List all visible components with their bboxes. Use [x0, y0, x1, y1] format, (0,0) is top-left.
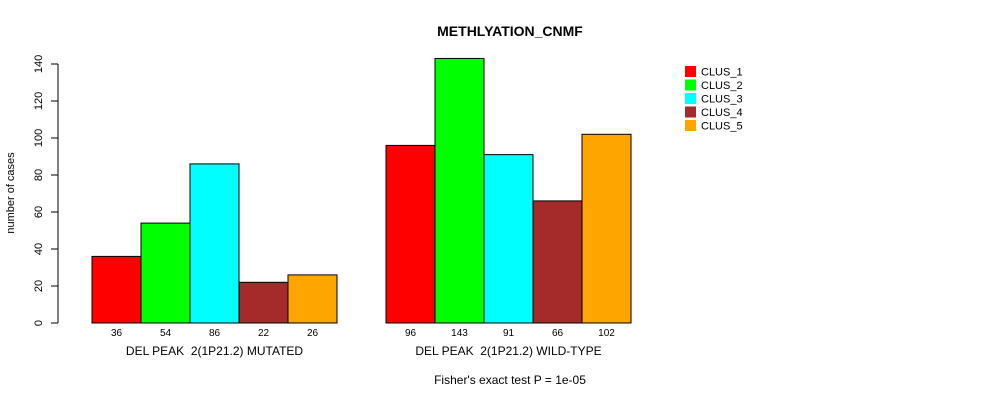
bar-clus-2-group-2: [434, 57, 485, 324]
chart-title: METHLYATION_CNMF: [437, 23, 583, 39]
group-label: DEL PEAK 2(1P21.2) WILD-TYPE: [415, 344, 601, 358]
bar-clus-4-group-1: [238, 281, 289, 324]
y-tick-label: 60: [33, 206, 45, 218]
legend-swatch: [685, 79, 696, 91]
footnote: Fisher's exact test P = 1e-05: [434, 373, 586, 387]
bar-value-label: 91: [503, 328, 515, 339]
y-axis-label: number of cases: [5, 152, 17, 234]
bar-value-labels: 36 54 86 22 26 96 143 91 66 102: [111, 328, 615, 339]
bars: [91, 57, 632, 324]
bar-clus-3-group-1: [189, 163, 240, 324]
legend-swatch: [685, 106, 696, 118]
legend-swatch: [685, 93, 696, 104]
bar-value-label: 96: [405, 328, 417, 339]
bar-clus-3-group-2: [483, 154, 534, 324]
y-tick-label: 20: [33, 280, 45, 292]
legend-swatch: [685, 120, 696, 131]
bar-clus-1-group-1: [91, 255, 142, 324]
y-axis: 0 20 40 60 80 100 120 140: [33, 55, 59, 326]
bar-value-label: 86: [209, 328, 221, 339]
legend-swatch: [685, 66, 696, 77]
y-tick-label: 100: [33, 129, 45, 147]
legend-label: CLUS_5: [701, 121, 743, 133]
y-tick-label: 120: [33, 92, 45, 110]
bar-clus-2-group-1: [140, 222, 191, 324]
legend-label: CLUS_1: [701, 67, 743, 79]
bar-value-label: 66: [552, 328, 564, 339]
group-label: DEL PEAK 2(1P21.2) MUTATED: [126, 344, 303, 358]
legend-label: CLUS_2: [701, 80, 743, 92]
legend-label: CLUS_4: [701, 107, 743, 119]
bar-value-label: 143: [451, 328, 468, 339]
y-tick-label: 0: [33, 320, 45, 326]
bar-value-label: 26: [307, 328, 319, 339]
bar-clus-4-group-2: [532, 200, 583, 324]
bar-clus-5-group-1: [287, 274, 338, 324]
bar-clus-1-group-2: [385, 144, 436, 324]
bar-value-label: 36: [111, 328, 123, 339]
bar-value-label: 22: [258, 328, 270, 339]
group-labels: DEL PEAK 2(1P21.2) MUTATED DEL PEAK 2(1P2…: [126, 344, 602, 358]
y-tick-label: 140: [33, 55, 45, 73]
bar-value-label: 54: [160, 328, 172, 339]
y-tick-label: 40: [33, 243, 45, 255]
bar-clus-5-group-2: [581, 133, 632, 324]
y-tick-label: 80: [33, 169, 45, 181]
bar-value-label: 102: [598, 328, 615, 339]
legend-label: CLUS_3: [701, 94, 743, 106]
